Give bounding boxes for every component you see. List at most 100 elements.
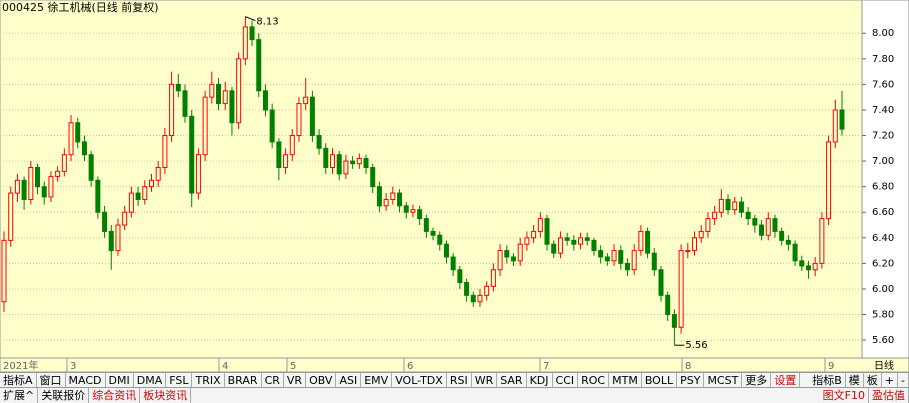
candle-body bbox=[651, 252, 657, 271]
y-tick-label: 6.00 bbox=[872, 284, 894, 295]
indicator-button[interactable]: 窗口 bbox=[37, 373, 66, 388]
spacer bbox=[800, 373, 809, 388]
indicator-button[interactable]: MCST bbox=[704, 373, 743, 388]
y-tick-label: 7.60 bbox=[872, 79, 894, 90]
indicator-button[interactable]: BRAR bbox=[225, 373, 262, 388]
indicator-button[interactable]: FSL bbox=[166, 373, 193, 388]
indicator-button[interactable]: CCI bbox=[553, 373, 579, 388]
candle-body bbox=[685, 250, 691, 253]
x-tick-label: 2021年 bbox=[3, 359, 38, 372]
indicator-button[interactable]: 更多 bbox=[742, 373, 772, 388]
info-tab[interactable]: 板块资讯 bbox=[140, 388, 192, 403]
candle-body bbox=[417, 209, 423, 220]
candle-body bbox=[584, 237, 590, 241]
candle-body bbox=[195, 154, 201, 194]
candle-body bbox=[403, 205, 409, 213]
f10-tab[interactable]: 盈估值 bbox=[869, 388, 909, 403]
template-button[interactable]: 板 bbox=[864, 373, 882, 388]
indicator-button[interactable]: MACD bbox=[66, 373, 106, 388]
indicator-button[interactable]: WR bbox=[472, 373, 498, 388]
candle-body bbox=[14, 179, 20, 194]
candle-body bbox=[1, 239, 7, 303]
y-tick-label: 7.00 bbox=[872, 156, 894, 167]
f10-tab[interactable]: 图文F10 bbox=[820, 388, 869, 403]
candle-body bbox=[738, 201, 744, 213]
x-tick-label: 7 bbox=[543, 361, 549, 372]
candle-body bbox=[363, 158, 369, 168]
candle-body bbox=[216, 83, 222, 105]
template-button[interactable]: 模 bbox=[846, 373, 864, 388]
indicator-button[interactable]: 设置 bbox=[771, 373, 801, 388]
candle-body bbox=[41, 186, 47, 198]
indicator-button[interactable]: EMV bbox=[361, 373, 393, 388]
y-tick-label: 5.60 bbox=[872, 335, 894, 346]
max-label: 8.13 bbox=[256, 17, 278, 28]
candle-body bbox=[557, 237, 563, 254]
candle-body bbox=[712, 211, 718, 220]
candle-body bbox=[705, 218, 711, 232]
indicator-button[interactable]: 指标A bbox=[0, 373, 37, 388]
candle-body bbox=[102, 211, 108, 232]
candle-body bbox=[732, 201, 738, 211]
candle-body bbox=[182, 90, 188, 117]
axis-area bbox=[861, 0, 909, 359]
indicator-button[interactable]: BOLL bbox=[642, 373, 678, 388]
y-tick-label: 8.00 bbox=[872, 28, 894, 39]
zoom-button[interactable]: - bbox=[898, 373, 909, 388]
x-tick-label: 5 bbox=[290, 361, 296, 372]
candle-body bbox=[383, 198, 389, 207]
candle-body bbox=[571, 239, 577, 245]
indicator-button[interactable]: PSY bbox=[677, 373, 705, 388]
candle-body bbox=[799, 260, 805, 267]
candle-body bbox=[229, 90, 235, 124]
candle-body bbox=[142, 186, 148, 200]
period-label: 日线 bbox=[874, 359, 894, 372]
candle-body bbox=[792, 243, 798, 262]
candle-body bbox=[450, 256, 456, 271]
indicator-button[interactable]: TRIX bbox=[192, 373, 225, 388]
candle-body bbox=[524, 237, 530, 245]
candle-body bbox=[350, 160, 356, 165]
indicator-button[interactable]: ROC bbox=[578, 373, 610, 388]
candle-body bbox=[8, 192, 14, 241]
candle-body bbox=[48, 175, 54, 198]
indicator-button[interactable]: DMI bbox=[106, 373, 134, 388]
candle-body bbox=[805, 265, 811, 271]
indicator-button[interactable]: MTM bbox=[609, 373, 642, 388]
info-tab[interactable]: 综合资讯 bbox=[89, 388, 141, 403]
indicator-button[interactable]: OBV bbox=[306, 373, 337, 388]
candle-body bbox=[28, 166, 34, 200]
info-tab[interactable]: 扩展^ bbox=[0, 388, 39, 403]
candle-body bbox=[752, 218, 758, 226]
indicator-button[interactable]: VR bbox=[284, 373, 307, 388]
zoom-button[interactable]: + bbox=[882, 373, 899, 388]
y-tick-label: 7.80 bbox=[872, 54, 894, 65]
candle-body bbox=[464, 282, 470, 296]
candle-body bbox=[484, 285, 490, 296]
template-button[interactable]: 指标B bbox=[809, 373, 846, 388]
indicator-button[interactable]: VOL-TDX bbox=[392, 373, 447, 388]
candle-body bbox=[423, 218, 429, 232]
candle-body bbox=[376, 186, 382, 207]
info-tab[interactable]: 关联报价 bbox=[38, 388, 90, 403]
indicator-button[interactable]: RSI bbox=[447, 373, 472, 388]
candle-body bbox=[410, 209, 416, 213]
indicator-button[interactable]: CR bbox=[262, 373, 284, 388]
candle-body bbox=[658, 269, 664, 296]
candle-body bbox=[611, 250, 617, 262]
candle-body bbox=[692, 237, 698, 252]
indicator-button[interactable]: KDJ bbox=[527, 373, 553, 388]
y-tick-label: 5.80 bbox=[872, 310, 894, 321]
indicator-button[interactable]: ASI bbox=[336, 373, 362, 388]
candle-body bbox=[289, 135, 295, 156]
candle-body bbox=[443, 243, 449, 258]
candle-body bbox=[283, 154, 289, 168]
candle-body bbox=[765, 218, 771, 236]
candle-body bbox=[470, 294, 476, 303]
candle-body bbox=[591, 239, 597, 252]
indicator-button[interactable]: DMA bbox=[134, 373, 167, 388]
candle-body bbox=[772, 218, 778, 232]
candle-body bbox=[115, 224, 121, 252]
candle-body bbox=[135, 192, 141, 200]
indicator-button[interactable]: SAR bbox=[497, 373, 527, 388]
